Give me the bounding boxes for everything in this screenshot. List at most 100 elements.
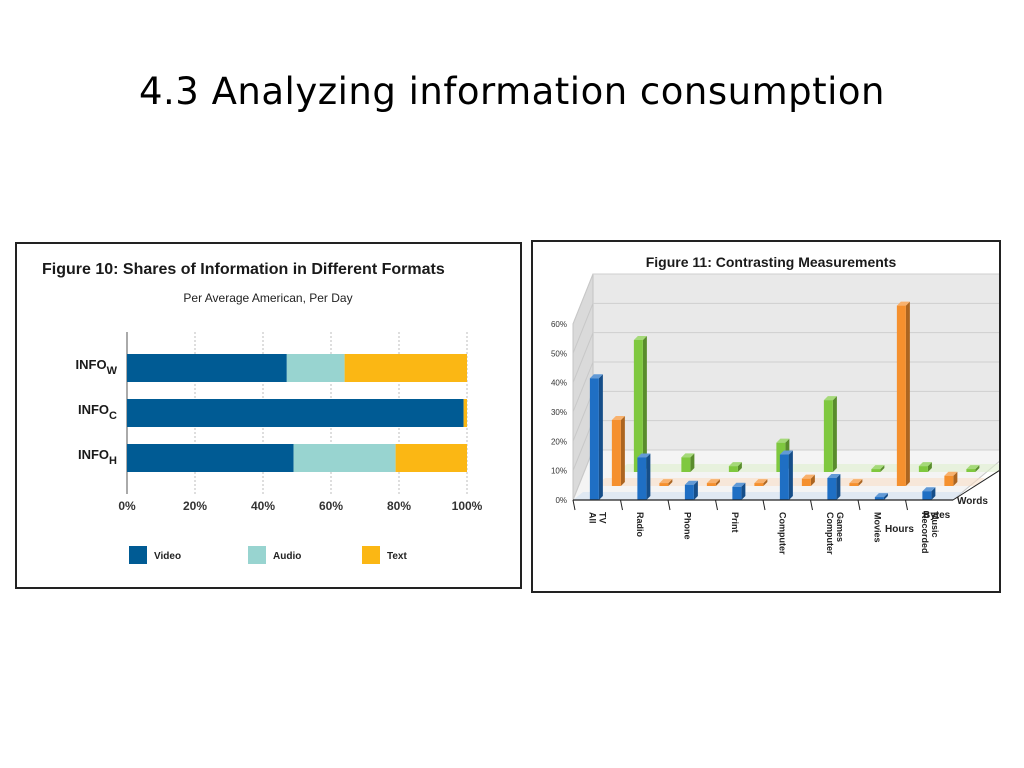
fig11-bar-front	[637, 457, 647, 500]
fig11-bar-top	[589, 374, 603, 379]
fig11-ytick-label: 20%	[551, 437, 567, 446]
fig11-bar-side	[763, 479, 768, 486]
fig10-xtick-label: 80%	[387, 499, 411, 513]
fig11-ytick-label: 40%	[551, 379, 567, 388]
fig10-subtitle: Per Average American, Per Day	[183, 291, 352, 305]
figure-10-chart: Figure 10: Shares of Information in Diff…	[42, 261, 483, 564]
fig11-bar-top	[896, 301, 910, 306]
fig11-bar-top	[637, 453, 651, 458]
fig11-bar-words	[681, 453, 695, 472]
fig11-bar-side	[737, 462, 742, 472]
fig11-bar-words	[633, 336, 647, 472]
fig11-bar-top	[801, 474, 815, 479]
fig11-bar-front	[754, 483, 764, 486]
fig11-bar-side	[668, 479, 673, 486]
fig10-category-label: INFOC	[78, 402, 117, 422]
fig11-bar-side	[883, 493, 888, 500]
fig11-bar-top	[754, 479, 768, 484]
fig11-ytick-label: 60%	[551, 320, 567, 329]
fig10-bar-text	[395, 444, 467, 472]
fig10-bar-video	[127, 444, 294, 472]
fig11-bar-top	[633, 336, 647, 340]
fig11-bar-front	[827, 478, 837, 500]
fig11-category-label: AllTV	[588, 512, 608, 524]
fig11-depth-label: Words	[957, 496, 988, 507]
fig11-x-tick	[857, 499, 861, 511]
fig11-bar-hours	[922, 487, 936, 500]
fig11-bar-side	[975, 465, 980, 472]
fig11-bar-hours	[779, 450, 793, 500]
fig11-bar-bytes	[896, 301, 910, 486]
fig11-bar-front	[659, 483, 669, 486]
fig11-x-tick	[762, 499, 766, 511]
fig11-category-label: Print	[730, 512, 740, 533]
fig11-gridline	[572, 449, 594, 501]
fig11-x-tick	[905, 499, 908, 511]
fig11-bar-bytes	[611, 416, 625, 486]
fig11-bar-side	[741, 482, 746, 500]
fig10-xtick-label: 0%	[118, 499, 136, 513]
fig11-bar-side	[931, 487, 936, 500]
fig11-gridline	[572, 391, 594, 442]
fig11-bar-words	[823, 396, 837, 472]
fig11-bar-side	[642, 336, 647, 472]
fig11-bar-hours	[732, 482, 746, 500]
fig11-bar-side	[832, 396, 837, 472]
fig11-x-tick	[572, 499, 576, 511]
fig10-bar-text	[344, 354, 467, 382]
fig10-bar-audio	[293, 444, 396, 472]
fig11-bar-top	[611, 416, 625, 420]
fig11-gridline	[572, 273, 594, 325]
figure-11-chart: Figure 11: Contrasting Measurementsof IN…	[551, 254, 999, 555]
fig11-bar-hours	[637, 453, 651, 500]
fig11-bar-side	[880, 465, 885, 472]
fig11-bar-top	[874, 493, 888, 498]
fig11-bar-side	[788, 450, 793, 500]
fig11-category-label: ComputerGames	[825, 512, 845, 555]
fig11-bar-top	[706, 479, 720, 484]
fig11-bar-top	[944, 471, 958, 476]
fig10-category-label: INFOH	[78, 447, 117, 467]
fig11-bar-front	[944, 475, 954, 486]
fig11-x-tick	[810, 499, 813, 511]
fig11-depth-label: Bytes	[923, 510, 951, 521]
fig10-legend-swatch-audio	[248, 546, 266, 564]
figure-10-panel: Figure 10: Shares of Information in Diff…	[15, 242, 522, 589]
fig11-bar-side	[858, 479, 863, 486]
fig11-depth-axis	[952, 470, 999, 501]
fig11-gridline	[572, 420, 594, 471]
fig11-ytick-label: 30%	[551, 408, 567, 417]
fig10-category-label: INFOW	[76, 357, 118, 377]
fig11-ytick-label: 10%	[551, 467, 567, 476]
fig11-bar-front	[681, 457, 691, 472]
fig10-bar-video	[127, 399, 464, 427]
fig10-xtick-label: 60%	[319, 499, 343, 513]
fig10-legend-swatch-text	[362, 546, 380, 564]
fig11-title-line1: Figure 11: Contrasting Measurements	[646, 254, 897, 270]
fig11-category-label: Movies	[873, 512, 883, 543]
fig11-bar-front	[611, 420, 621, 486]
fig11-bar-side	[690, 453, 695, 472]
fig10-xtick-label: 20%	[183, 499, 207, 513]
fig11-bar-front	[801, 478, 811, 486]
fig11-floor-stripe	[617, 464, 999, 472]
fig11-category-label: Phone	[683, 512, 693, 540]
fig11-ytick-label: 0%	[555, 496, 567, 505]
fig11-bar-side	[646, 453, 651, 500]
fig11-gridline	[572, 303, 594, 354]
fig11-bar-front	[896, 305, 906, 486]
fig10-legend-label: Audio	[273, 551, 301, 562]
fig11-x-tick	[667, 499, 671, 511]
fig11-category-label: Radio	[635, 512, 645, 538]
fig11-category-label: RecordedMusic	[920, 512, 940, 554]
fig11-bar-side	[927, 462, 932, 472]
fig11-floor-stripe	[573, 492, 963, 500]
fig11-category-label: Computer	[778, 512, 788, 555]
fig11-bar-front	[706, 483, 716, 486]
fig11-gridline	[572, 361, 594, 413]
fig11-bar-front	[874, 497, 884, 500]
fig11-bar-front	[728, 466, 738, 472]
fig10-legend-label: Video	[154, 551, 181, 562]
fig10-legend-swatch-video	[129, 546, 147, 564]
fig11-bar-top	[681, 453, 695, 458]
